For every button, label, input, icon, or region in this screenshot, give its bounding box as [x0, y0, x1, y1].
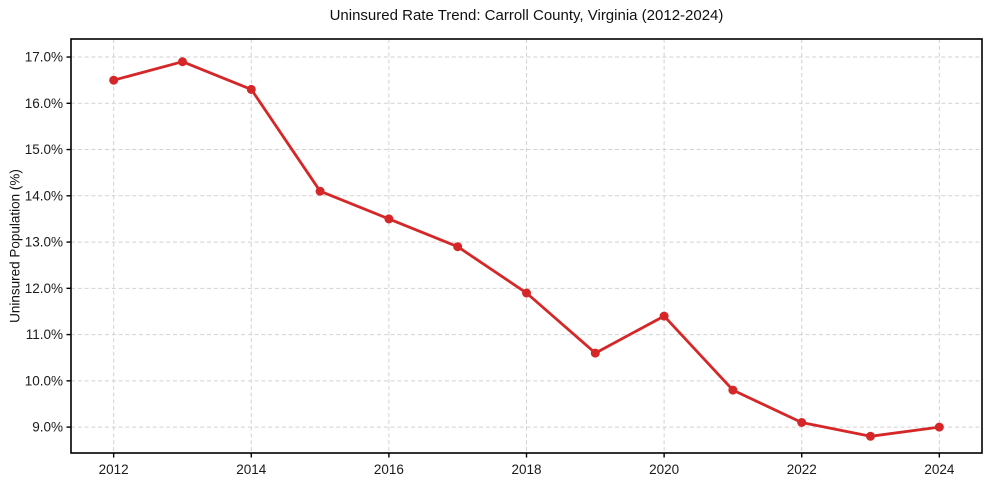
chart-title: Uninsured Rate Trend: Carroll County, Vi… [329, 7, 724, 24]
data-point-2013 [178, 57, 187, 67]
y-tick-label: 13.0% [25, 235, 63, 250]
x-tick-label: 2022 [787, 462, 817, 477]
plot-border [70, 38, 983, 454]
data-point-2019 [590, 348, 600, 358]
data-point-2014 [246, 84, 256, 94]
data-point-2023 [866, 431, 875, 441]
y-tick-label: 17.0% [25, 50, 63, 65]
x-tick-label: 2016 [374, 462, 404, 477]
data-point-2022 [797, 418, 807, 427]
x-tick-label: 2018 [511, 462, 541, 477]
y-tick-label: 14.0% [25, 188, 63, 203]
x-tick-label: 2014 [236, 462, 267, 477]
data-point-2020 [659, 311, 669, 321]
x-tick-label: 2024 [924, 462, 955, 477]
x-tick-label: 2012 [99, 462, 129, 477]
y-tick-label: 12.0% [25, 281, 63, 296]
data-point-2021 [728, 385, 738, 395]
data-point-2016 [384, 214, 394, 224]
y-tick-label: 9.0% [32, 420, 63, 435]
data-point-2024 [934, 422, 944, 432]
y-tick-label: 15.0% [25, 142, 63, 157]
data-point-2012 [109, 75, 119, 85]
data-point-2015 [315, 186, 325, 196]
data-point-2017 [453, 242, 463, 252]
y-tick-label: 16.0% [25, 96, 63, 111]
y-tick-label: 10.0% [25, 373, 63, 388]
x-tick-label: 2020 [649, 462, 679, 477]
data-point-2018 [522, 288, 531, 298]
y-tick-label: 11.0% [26, 327, 63, 342]
